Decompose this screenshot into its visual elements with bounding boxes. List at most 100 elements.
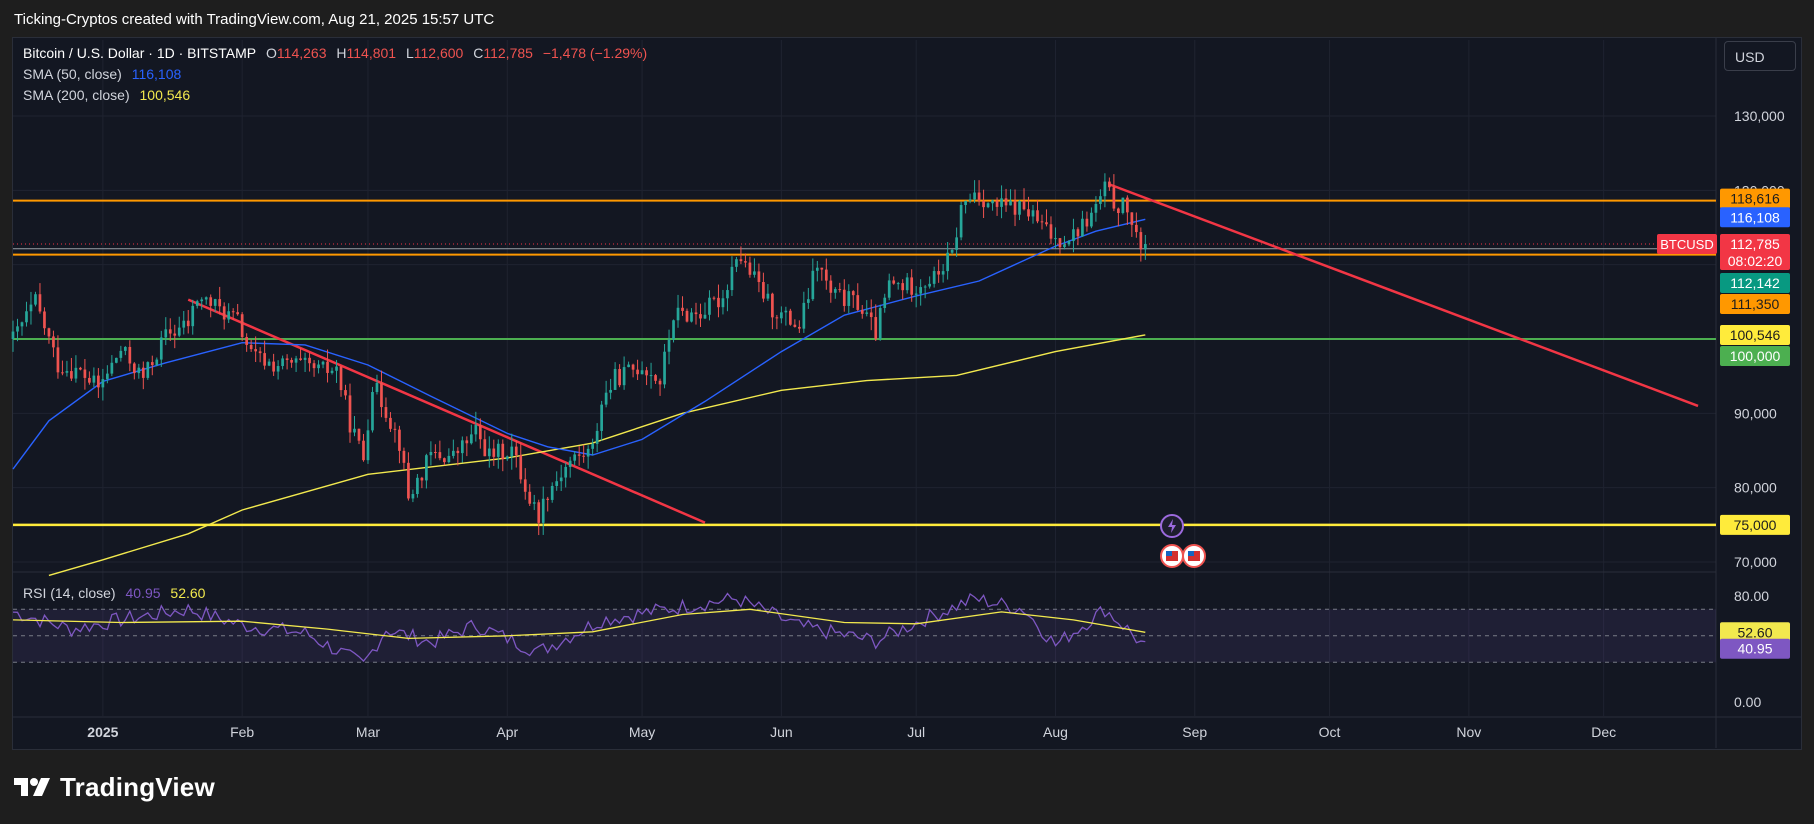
candle-body (317, 364, 320, 369)
sma200-line (48, 334, 1146, 577)
downtrend-1 (187, 298, 706, 524)
candle-body (263, 353, 266, 366)
candle-body (1036, 210, 1039, 222)
candle-body (667, 339, 671, 352)
candle-body (204, 297, 208, 300)
time-tick-label: Jul (907, 724, 925, 740)
candle-body (510, 446, 514, 457)
candle-body (344, 390, 347, 396)
candle-body (833, 289, 837, 293)
candle-body (865, 312, 869, 314)
open-value: 114,263 (276, 45, 327, 61)
candle-body (65, 371, 69, 373)
close-value: 112,785 (483, 45, 533, 61)
candle-body (928, 283, 932, 287)
candle-body (92, 375, 96, 383)
price-tick-label: 80,000 (1734, 480, 1777, 496)
candle-body (1117, 208, 1120, 213)
rsi-ma-value: 52.60 (170, 585, 206, 601)
candle-body (663, 351, 666, 385)
candle-body (595, 430, 599, 444)
candle-body (514, 446, 518, 456)
candle-body (1067, 241, 1071, 245)
candlesticks (11, 173, 1147, 536)
candle-body (11, 331, 15, 339)
candle-body (860, 309, 864, 314)
candle-body (1018, 200, 1021, 215)
candle-body (564, 466, 568, 478)
candle-body (784, 310, 788, 313)
candle-body (892, 280, 896, 284)
candle-body (34, 294, 37, 305)
candle-body (348, 395, 352, 433)
candle-body (164, 329, 168, 338)
candle-body (460, 440, 464, 454)
candle-body (195, 301, 199, 306)
candle-body (735, 259, 738, 267)
candle-body (326, 361, 329, 373)
candle-body (20, 322, 24, 327)
currency-button[interactable]: USD (1724, 41, 1796, 71)
candle-body (919, 287, 923, 294)
candle-body (420, 477, 424, 481)
rsi-legend[interactable]: RSI (14, close) 40.95 52.60 (23, 585, 211, 601)
sma200-value: 100,546 (139, 87, 191, 103)
candle-body (609, 389, 612, 393)
candle-body (591, 443, 594, 449)
tag-bottom-bg (1720, 514, 1790, 535)
candle-body (469, 434, 473, 444)
candle-body (137, 367, 141, 374)
candle-body (842, 289, 846, 306)
candle-body (52, 336, 55, 348)
candle-body (177, 327, 181, 336)
tag-rsi-bg (1720, 638, 1790, 659)
candle-body (501, 443, 505, 460)
candle-body (276, 366, 280, 372)
candle-body (959, 205, 963, 238)
candle-body (353, 428, 356, 433)
candle-body (1076, 229, 1080, 237)
candle-body (883, 297, 887, 309)
candle-body (1022, 200, 1026, 210)
candle-body (213, 299, 217, 306)
sma200-label: SMA (200, close) (23, 87, 130, 103)
candle-body (901, 283, 905, 291)
time-tick-label: May (629, 724, 655, 740)
tag-resistance-bg (1720, 188, 1790, 209)
candle-body (487, 448, 491, 457)
candle-body (474, 425, 478, 435)
candle-body (528, 491, 532, 504)
candle-body (811, 270, 815, 300)
tag-rsi: 40.95 (1737, 641, 1772, 657)
tag-support-bg (1720, 294, 1790, 314)
candle-body (1112, 187, 1116, 209)
tag-symbol-bg (1657, 234, 1717, 254)
change-value: −1,478 (−1.29%) (542, 45, 648, 61)
candle-body (537, 502, 541, 523)
candle-body (780, 312, 783, 319)
candle-body (986, 203, 990, 208)
sma200-legend[interactable]: SMA (200, close) 100,546 (23, 87, 196, 103)
symbol-legend[interactable]: Bitcoin / U.S. Dollar · 1D · BITSTAMP O1… (23, 45, 653, 61)
candle-body (88, 377, 91, 383)
candle-body (636, 369, 639, 375)
candle-body (744, 261, 747, 263)
candle-body (941, 271, 945, 275)
sma50-legend[interactable]: SMA (50, close) 116,108 (23, 66, 187, 82)
candle-body (995, 200, 999, 207)
candle-body (869, 312, 873, 318)
tradingview-brand[interactable]: TradingView (14, 770, 215, 804)
price-tick-label: 90,000 (1734, 405, 1777, 421)
candle-body (168, 329, 172, 334)
candle-body (366, 430, 370, 461)
candle-body (703, 314, 707, 319)
candle-body (685, 310, 689, 322)
candle-body (1081, 218, 1084, 237)
candle-body (874, 317, 878, 339)
candle-body (16, 326, 19, 332)
low-value: 112,600 (413, 45, 464, 61)
candle-body (56, 347, 60, 373)
candle-body (1031, 210, 1035, 217)
candle-body (748, 262, 752, 275)
